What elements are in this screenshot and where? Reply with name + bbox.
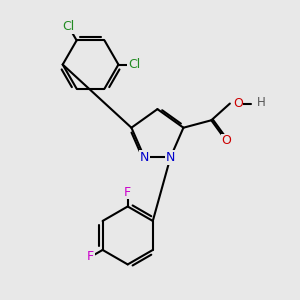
Text: N: N <box>166 151 175 164</box>
Text: Cl: Cl <box>63 20 75 33</box>
Text: Cl: Cl <box>128 58 140 71</box>
Text: O: O <box>233 97 243 110</box>
Text: H: H <box>256 96 266 109</box>
Text: N: N <box>140 151 149 164</box>
Text: O: O <box>221 134 231 147</box>
Text: F: F <box>124 186 131 199</box>
Text: F: F <box>87 250 94 263</box>
